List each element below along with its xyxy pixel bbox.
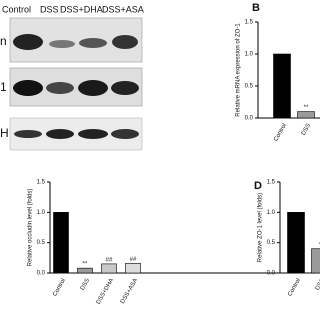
- panel-letter: D: [254, 180, 262, 192]
- band: [13, 34, 43, 50]
- x-tick-label: DSS: [301, 123, 312, 137]
- panel-letter: B: [252, 2, 260, 14]
- x-tick-label: DSS+DHA: [96, 278, 115, 306]
- significance-mark: ##: [130, 257, 137, 263]
- y-tick-label: 0.0: [37, 271, 46, 277]
- y-tick-label: 1.0: [37, 210, 46, 216]
- band: [79, 38, 107, 48]
- bar: [77, 267, 93, 274]
- x-tick-label: DSS: [80, 278, 91, 292]
- band: [13, 80, 43, 96]
- x-tick-label: Control: [287, 278, 302, 298]
- y-tick-label: 0.0: [245, 116, 254, 122]
- bar: [287, 212, 305, 274]
- bar: [125, 262, 141, 274]
- band: [46, 129, 74, 139]
- significance-mark: **: [304, 105, 309, 111]
- y-tick-label: 1.5: [37, 180, 46, 186]
- y-tick-label: 0.0: [267, 271, 276, 277]
- row-label: n: [0, 34, 7, 48]
- significance-mark: ##: [106, 257, 113, 263]
- band: [14, 130, 42, 138]
- y-axis-label: Relative ZO-1 level (folds): [258, 193, 264, 262]
- x-tick-label: DSS: [315, 278, 320, 292]
- y-tick-label: 1.0: [245, 52, 254, 58]
- x-tick-label: Control: [273, 123, 288, 143]
- significance-mark: **: [83, 262, 88, 268]
- band: [111, 81, 139, 95]
- y-tick-label: 0.5: [37, 240, 46, 246]
- bar: [297, 111, 315, 119]
- y-tick-label: 0.5: [245, 84, 254, 90]
- lane-label: DSS: [40, 4, 59, 14]
- significance-mark: *: [319, 242, 320, 248]
- row-label: H: [0, 126, 9, 140]
- x-tick-label: Control: [52, 278, 67, 298]
- blot-panel: Control DSS DSS+DHA DSS+ASA n 1 H: [0, 4, 144, 151]
- x-tick-label: DSS+ASA: [120, 278, 139, 305]
- band: [78, 80, 108, 96]
- band: [49, 40, 75, 48]
- band: [78, 129, 108, 139]
- y-tick-label: 0.5: [267, 240, 276, 246]
- lane-label: Control: [2, 4, 31, 14]
- bar: [273, 53, 291, 119]
- band: [111, 129, 139, 139]
- y-tick-label: 1.5: [245, 20, 254, 26]
- band: [46, 82, 74, 94]
- lane-label: DSS+DHA: [60, 4, 103, 14]
- y-tick-label: 1.5: [267, 180, 276, 186]
- band: [112, 35, 138, 49]
- row-label: 1: [0, 80, 7, 94]
- lane-label: DSS+ASA: [102, 4, 144, 14]
- y-axis-label: Relative occludin level (folds): [28, 189, 34, 267]
- bar: [53, 212, 69, 274]
- bar: [101, 263, 117, 274]
- y-axis-label: Relative mRNA expression of ZO-1: [236, 23, 242, 117]
- bar: [311, 248, 320, 274]
- y-tick-label: 1.0: [267, 210, 276, 216]
